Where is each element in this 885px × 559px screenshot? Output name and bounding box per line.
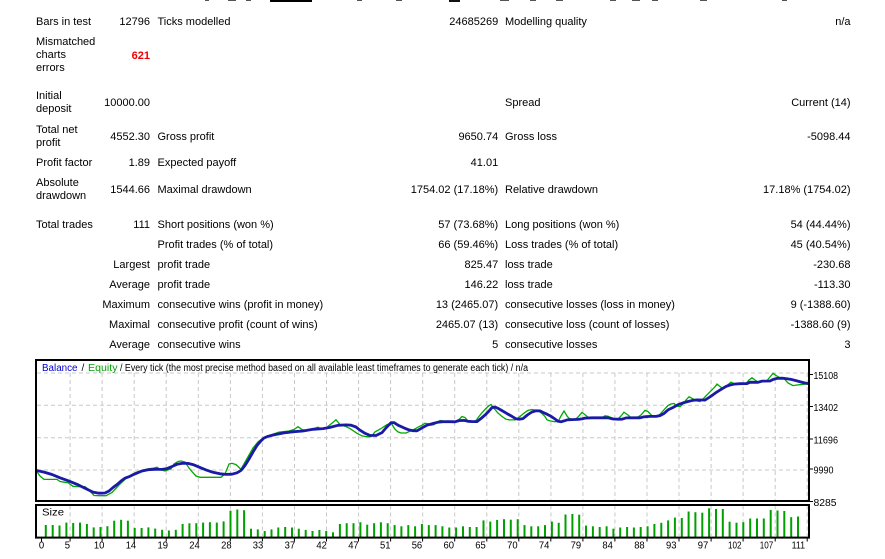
svg-text:0: 0 bbox=[39, 540, 45, 551]
svg-text:56: 56 bbox=[412, 540, 423, 551]
svg-text:14: 14 bbox=[126, 540, 137, 551]
svg-text:93: 93 bbox=[666, 540, 677, 551]
svg-text:97: 97 bbox=[698, 540, 709, 551]
svg-text:19: 19 bbox=[158, 540, 169, 551]
svg-text:/: / bbox=[82, 363, 85, 374]
svg-text:84: 84 bbox=[602, 540, 613, 551]
svg-text:13402: 13402 bbox=[814, 403, 839, 414]
svg-text:15108: 15108 bbox=[814, 371, 839, 382]
svg-text:Balance: Balance bbox=[42, 363, 78, 374]
svg-text:47: 47 bbox=[348, 540, 359, 551]
svg-text:37: 37 bbox=[285, 540, 296, 551]
svg-text:8285: 8285 bbox=[814, 498, 837, 509]
svg-text:28: 28 bbox=[221, 540, 232, 551]
svg-text:33: 33 bbox=[253, 540, 264, 551]
svg-text:70: 70 bbox=[507, 540, 518, 551]
svg-text:65: 65 bbox=[475, 540, 486, 551]
svg-text:88: 88 bbox=[634, 540, 645, 551]
svg-text:79: 79 bbox=[571, 540, 582, 551]
svg-text:107: 107 bbox=[760, 540, 774, 551]
svg-text:102: 102 bbox=[728, 540, 742, 551]
svg-text:111: 111 bbox=[792, 540, 806, 551]
svg-text:74: 74 bbox=[539, 540, 550, 551]
svg-text:/ Every tick (the most precise: / Every tick (the most precise method ba… bbox=[120, 363, 528, 374]
svg-text:11696: 11696 bbox=[814, 435, 839, 446]
svg-text:51: 51 bbox=[380, 540, 391, 551]
svg-text:60: 60 bbox=[444, 540, 455, 551]
svg-text:9990: 9990 bbox=[814, 465, 834, 476]
svg-text:24: 24 bbox=[189, 540, 200, 551]
svg-text:Equity: Equity bbox=[88, 363, 118, 374]
svg-text:10: 10 bbox=[94, 540, 105, 551]
svg-text:42: 42 bbox=[316, 540, 327, 551]
svg-text:5: 5 bbox=[65, 540, 71, 551]
svg-text:Size: Size bbox=[42, 508, 64, 519]
